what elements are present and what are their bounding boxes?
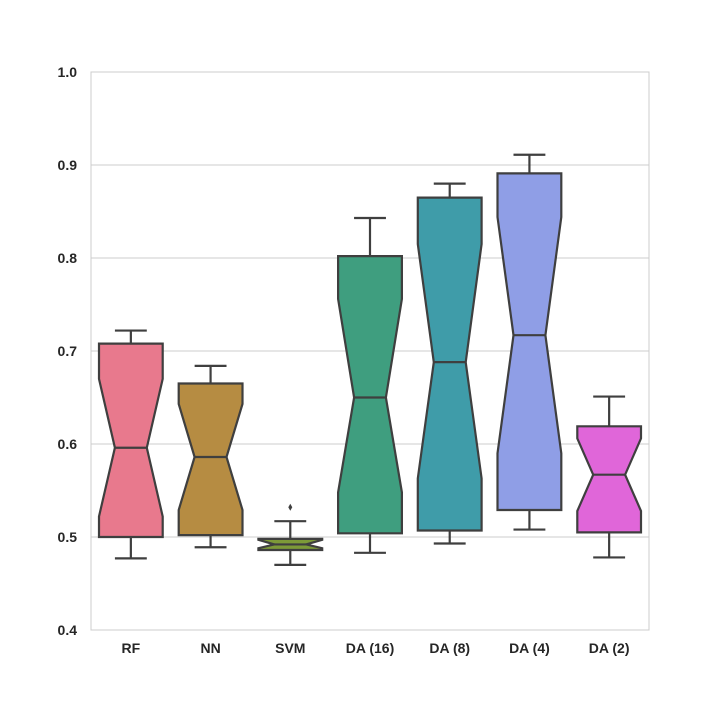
y-tick-label: 0.5 — [58, 529, 78, 545]
x-tick-label: DA (2) — [589, 640, 630, 656]
box-da-4 — [496, 153, 563, 531]
x-tick-label: DA (4) — [509, 640, 550, 656]
y-tick-label: 0.7 — [58, 343, 78, 359]
y-tick-label: 0.6 — [58, 436, 78, 452]
x-tick-label: SVM — [275, 640, 305, 656]
outlier-point — [288, 503, 293, 511]
box-svm — [257, 503, 324, 567]
y-tick-label: 0.9 — [58, 157, 78, 173]
box-da-2 — [576, 395, 643, 559]
box-rf — [97, 329, 164, 560]
boxes — [97, 153, 643, 567]
y-tick-label: 0.8 — [58, 250, 78, 266]
y-axis-tick-labels: 0.4 0.5 0.6 0.7 0.8 0.9 1.0 — [58, 64, 78, 638]
box-da-16 — [337, 216, 403, 554]
x-tick-label: RF — [122, 640, 141, 656]
y-tick-label: 0.4 — [58, 622, 78, 638]
box-nn — [177, 364, 244, 549]
notched-box — [496, 172, 563, 512]
x-axis-tick-labels: RF NN SVM DA (16) DA (8) DA (4) DA (2) — [122, 640, 630, 656]
notched-box — [337, 255, 403, 535]
x-tick-label: DA (8) — [429, 640, 470, 656]
x-tick-label: NN — [200, 640, 220, 656]
notched-box — [177, 382, 244, 537]
x-tick-label: DA (16) — [346, 640, 395, 656]
notched-box — [576, 425, 643, 534]
notched-box — [97, 342, 164, 539]
y-tick-label: 1.0 — [58, 64, 78, 80]
notched-box — [416, 196, 483, 532]
box-da-8 — [416, 182, 483, 545]
